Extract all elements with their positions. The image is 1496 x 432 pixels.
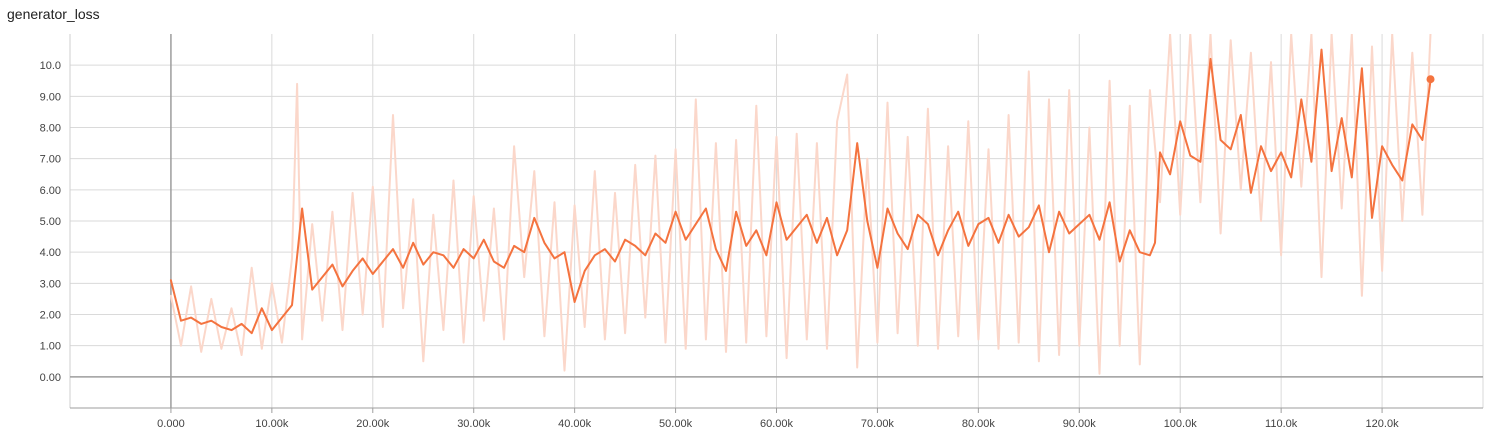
x-tick-label: 120.0k	[1366, 418, 1400, 430]
x-tick-label: 70.00k	[861, 418, 895, 430]
x-tick-label: 20.00k	[356, 418, 390, 430]
x-tick-labels: 0.000 10.00k 20.00k 30.00k 40.00k 50.00k 60.00…	[157, 418, 1399, 430]
axes	[69, 34, 1484, 413]
x-tick-label: 0.000	[157, 418, 185, 430]
y-tick-label: 7.00	[40, 154, 61, 166]
x-tick-label: 90.00k	[1063, 418, 1097, 430]
chart-title: generator_loss	[7, 6, 100, 22]
x-tick-label: 40.00k	[558, 418, 592, 430]
y-tick-label: 10.0	[40, 60, 61, 72]
x-tick-label: 110.0k	[1265, 418, 1298, 430]
y-tick-label: 4.00	[40, 247, 61, 259]
y-tick-label: 9.00	[40, 91, 61, 103]
x-tick-label: 100.0k	[1164, 418, 1198, 430]
y-tick-label: 1.00	[40, 341, 61, 353]
y-tick-labels: 0.00 1.00 2.00 3.00 4.00 5.00 6.00 7.00 8.00 9.00…	[40, 60, 61, 384]
y-tick-label: 3.00	[40, 278, 61, 290]
x-tick-label: 50.00k	[659, 418, 693, 430]
smoothed-loss-line	[169, 48, 1432, 335]
x-tick-label: 60.00k	[760, 418, 794, 430]
y-tick-label: 8.00	[40, 123, 61, 135]
last-value-marker	[1426, 75, 1435, 84]
x-tick-label: 30.00k	[457, 418, 491, 430]
series-lines	[169, 34, 1432, 375]
raw-loss-line	[169, 34, 1432, 375]
x-tick-label: 80.00k	[962, 418, 996, 430]
y-tick-label: 5.00	[40, 216, 61, 228]
y-tick-label: 0.00	[40, 372, 61, 384]
y-tick-label: 6.00	[40, 185, 61, 197]
x-tick-label: 10.00k	[255, 418, 289, 430]
y-tick-label: 2.00	[40, 310, 61, 322]
grid-lines	[70, 34, 1483, 408]
